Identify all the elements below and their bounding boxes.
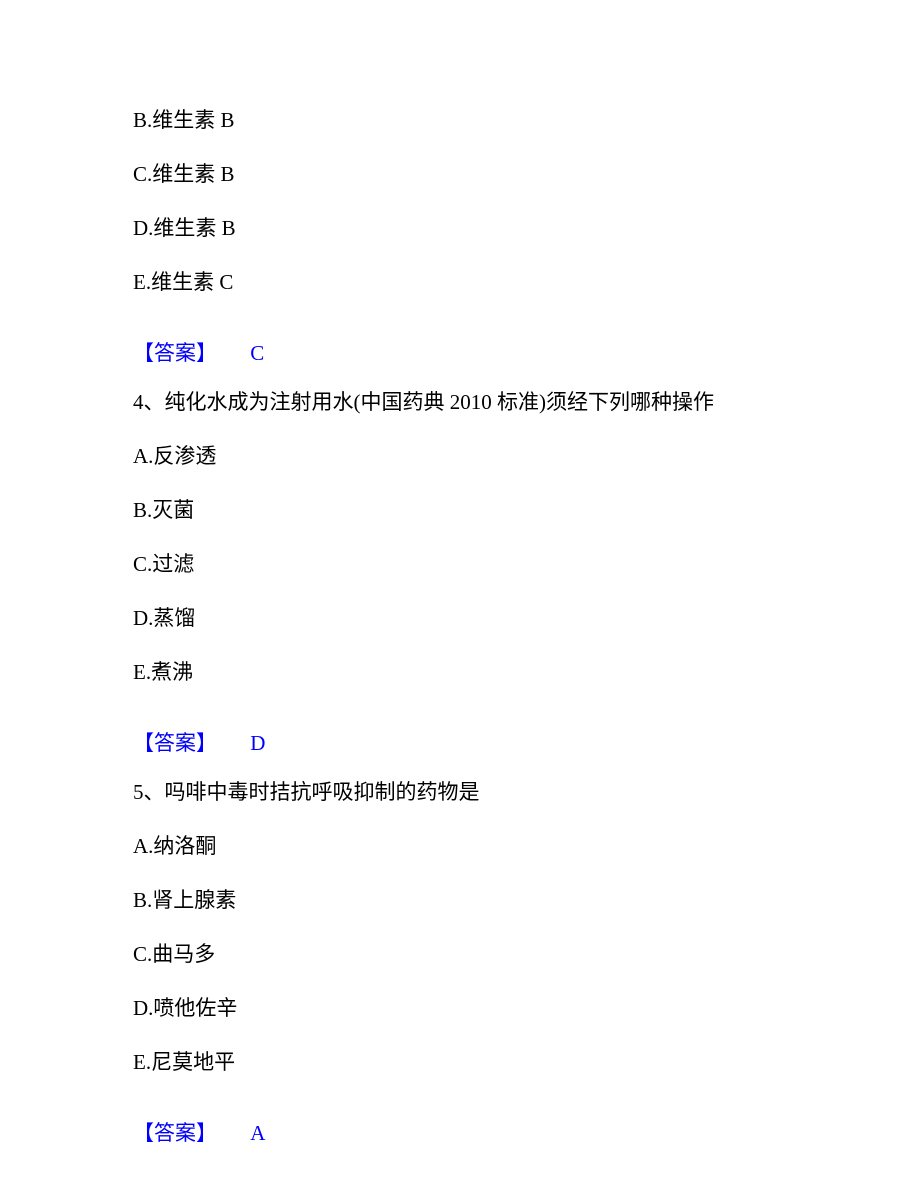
option-a: A.反渗透 — [133, 446, 920, 467]
answer-label: 【答案】 — [133, 731, 217, 755]
option-d: D.喷他佐辛 — [133, 998, 920, 1019]
option-c: C.曲马多 — [133, 944, 920, 965]
option-b: B.灭菌 — [133, 500, 920, 521]
question-5: 5、吗啡中毒时拮抗呼吸抑制的药物是 A.纳洛酮 B.肾上腺素 C.曲马多 D.喷… — [133, 782, 920, 1144]
answer-line: 【答案】 D — [133, 733, 920, 754]
option-d: D.维生素 B — [133, 218, 920, 239]
option-c: C.维生素 B — [133, 164, 920, 185]
option-e: E.煮沸 — [133, 662, 920, 683]
answer-line: 【答案】 A — [133, 1123, 920, 1144]
option-a: A.纳洛酮 — [133, 836, 920, 857]
option-b: B.维生素 B — [133, 110, 920, 131]
option-c: C.过滤 — [133, 554, 920, 575]
option-e: E.维生素 C — [133, 272, 920, 293]
question-text: 4、纯化水成为注射用水(中国药典 2010 标准)须经下列哪种操作 — [133, 392, 920, 413]
option-e: E.尼莫地平 — [133, 1052, 920, 1073]
question-3-partial: B.维生素 B C.维生素 B D.维生素 B E.维生素 C 【答案】 C — [133, 110, 920, 364]
question-4: 4、纯化水成为注射用水(中国药典 2010 标准)须经下列哪种操作 A.反渗透 … — [133, 392, 920, 754]
answer-value: D — [250, 731, 265, 755]
option-b: B.肾上腺素 — [133, 890, 920, 911]
question-text: 5、吗啡中毒时拮抗呼吸抑制的药物是 — [133, 782, 920, 803]
option-d: D.蒸馏 — [133, 608, 920, 629]
answer-label: 【答案】 — [133, 341, 217, 365]
answer-line: 【答案】 C — [133, 343, 920, 364]
answer-value: A — [250, 1121, 265, 1145]
answer-label: 【答案】 — [133, 1121, 217, 1145]
answer-value: C — [250, 341, 264, 365]
